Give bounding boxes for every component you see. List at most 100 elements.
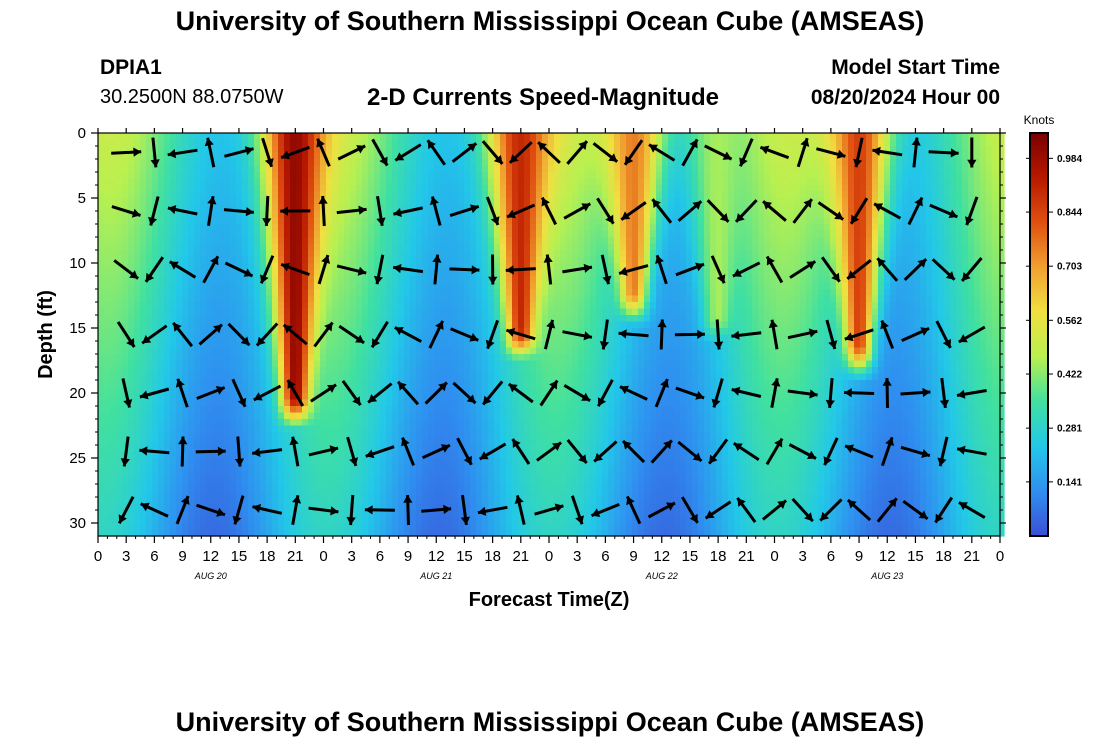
heatmap-cell xyxy=(512,367,519,375)
heatmap-cell xyxy=(494,198,501,206)
heatmap-cell xyxy=(542,510,549,518)
heatmap-cell xyxy=(542,211,549,219)
heatmap-cell xyxy=(344,393,351,401)
heatmap-cell xyxy=(230,438,237,446)
heatmap-cell xyxy=(188,419,195,427)
heatmap-cell xyxy=(530,451,537,459)
heatmap-cell xyxy=(416,425,423,433)
heatmap-cell xyxy=(386,360,393,368)
heatmap-cell xyxy=(440,451,447,459)
heatmap-cell xyxy=(194,354,201,362)
heatmap-cell xyxy=(146,497,153,505)
heatmap-cell xyxy=(566,367,573,375)
heatmap-cell xyxy=(530,185,537,193)
heatmap-cell xyxy=(278,464,285,472)
heatmap-cell xyxy=(206,347,213,355)
heatmap-cell xyxy=(314,224,321,232)
heatmap-cell xyxy=(500,490,507,498)
heatmap-cell xyxy=(362,354,369,362)
heatmap-cell xyxy=(338,399,345,407)
heatmap-cell xyxy=(374,139,381,147)
heatmap-cell xyxy=(524,282,531,290)
heatmap-cell xyxy=(512,451,519,459)
heatmap-cell xyxy=(248,497,255,505)
heatmap-cell xyxy=(512,529,519,537)
heatmap-cell xyxy=(542,178,549,186)
heatmap-cell xyxy=(464,152,471,160)
heatmap-cell xyxy=(464,367,471,375)
heatmap-cell xyxy=(506,269,513,277)
heatmap-cell xyxy=(440,393,447,401)
heatmap-cell xyxy=(206,315,213,323)
heatmap-cell xyxy=(122,354,129,362)
heatmap-cell xyxy=(290,191,297,199)
heatmap-cell xyxy=(98,477,105,485)
heatmap-cell xyxy=(410,419,417,427)
heatmap-cell xyxy=(302,139,309,147)
heatmap-cell xyxy=(392,523,399,531)
heatmap-cell xyxy=(404,451,411,459)
heatmap-cell xyxy=(344,354,351,362)
heatmap-cell xyxy=(314,497,321,505)
heatmap-cell xyxy=(248,211,255,219)
heatmap-cell xyxy=(248,321,255,329)
heatmap-cell xyxy=(560,347,567,355)
heatmap-cell xyxy=(206,133,213,141)
heatmap-cell xyxy=(422,412,429,420)
heatmap-cell xyxy=(308,217,315,225)
heatmap-cell xyxy=(536,341,543,349)
heatmap-cell xyxy=(158,211,165,219)
heatmap-cell xyxy=(404,334,411,342)
heatmap-cell xyxy=(428,276,435,284)
heatmap-cell xyxy=(170,458,177,466)
heatmap-cell xyxy=(284,185,291,193)
heatmap-cell xyxy=(140,204,147,212)
heatmap-cell xyxy=(410,497,417,505)
heatmap-cell xyxy=(176,458,183,466)
heatmap-cell xyxy=(566,250,573,258)
heatmap-cell xyxy=(566,471,573,479)
heatmap-cell xyxy=(242,523,249,531)
heatmap-cell xyxy=(230,178,237,186)
heatmap-cell xyxy=(428,237,435,245)
heatmap-cell xyxy=(380,211,387,219)
heatmap-cell xyxy=(350,139,357,147)
heatmap-cell xyxy=(302,425,309,433)
heatmap-cell xyxy=(110,438,117,446)
heatmap-cell xyxy=(434,289,441,297)
heatmap-cell xyxy=(212,276,219,284)
heatmap-cell xyxy=(98,295,105,303)
heatmap-cell xyxy=(560,477,567,485)
heatmap-cell xyxy=(428,321,435,329)
heatmap-cell xyxy=(218,289,225,297)
heatmap-cell xyxy=(356,432,363,440)
heatmap-cell xyxy=(428,412,435,420)
heatmap-cell xyxy=(98,445,105,453)
heatmap-cell xyxy=(512,217,519,225)
heatmap-cell xyxy=(434,451,441,459)
heatmap-cell xyxy=(284,295,291,303)
heatmap-cell xyxy=(512,191,519,199)
heatmap-cell xyxy=(464,399,471,407)
heatmap-cell xyxy=(152,471,159,479)
heatmap-cell xyxy=(572,165,579,173)
heatmap-cell xyxy=(326,406,333,414)
heatmap-cell xyxy=(176,523,183,531)
heatmap-cell xyxy=(386,178,393,186)
heatmap-cell xyxy=(104,178,111,186)
heatmap-cell xyxy=(500,477,507,485)
heatmap-cell xyxy=(290,425,297,433)
heatmap-cell xyxy=(440,230,447,238)
heatmap-cell xyxy=(188,243,195,251)
heatmap-cell xyxy=(368,198,375,206)
heatmap-cell xyxy=(482,211,489,219)
heatmap-cell xyxy=(104,445,111,453)
heatmap-cell xyxy=(440,386,447,394)
heatmap-cell xyxy=(392,172,399,180)
heatmap-cell xyxy=(578,172,585,180)
heatmap-cell xyxy=(332,334,339,342)
heatmap-cell xyxy=(464,289,471,297)
heatmap-cell xyxy=(440,438,447,446)
heatmap-cell xyxy=(476,295,483,303)
heatmap-cell xyxy=(272,133,279,141)
